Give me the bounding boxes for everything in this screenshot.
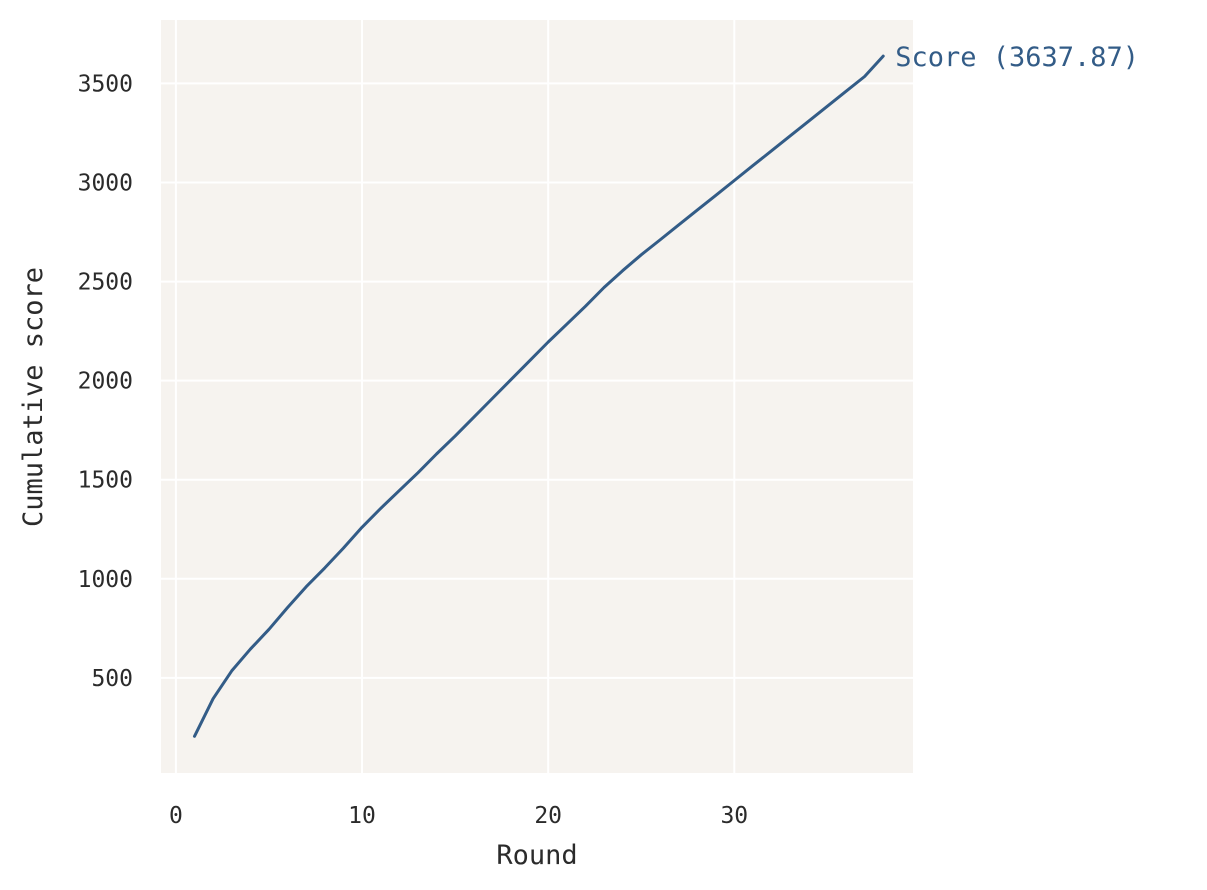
- score-series-line: [193, 54, 885, 738]
- series-end-label: Score (3637.87): [895, 42, 1139, 73]
- plot-background: [161, 20, 913, 773]
- y-tick-label: 2500: [78, 270, 133, 296]
- x-tick-label: 10: [348, 803, 376, 829]
- grid-lines: [161, 20, 913, 773]
- y-tick-label: 3500: [78, 71, 133, 97]
- y-tick-label: 3000: [78, 170, 133, 196]
- y-tick-label: 500: [91, 666, 133, 692]
- x-tick-label: 0: [169, 803, 183, 829]
- y-tick-label: 2000: [78, 369, 133, 395]
- y-axis-label: Cumulative score: [18, 267, 49, 527]
- x-tick-label: 30: [720, 803, 748, 829]
- x-tick-label: 20: [534, 803, 562, 829]
- x-axis-label: Round: [496, 840, 577, 871]
- y-tick-label: 1000: [78, 567, 133, 593]
- series-layer: Score (3637.87): [193, 42, 1139, 738]
- tick-labels: 0 10 20 30 500 1000 1500 2000 2500 3000 3500: [78, 71, 749, 829]
- y-tick-label: 1500: [78, 468, 133, 494]
